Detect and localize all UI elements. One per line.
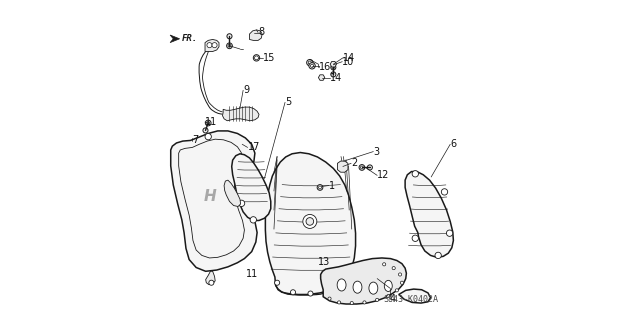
Circle shape [337,301,340,304]
Circle shape [350,301,353,305]
Polygon shape [250,30,262,41]
Circle shape [205,133,211,140]
Polygon shape [205,40,219,51]
Circle shape [332,66,335,69]
Circle shape [303,214,317,228]
Circle shape [307,59,313,66]
Text: 9: 9 [243,85,249,95]
Ellipse shape [337,279,346,291]
Text: 6: 6 [450,139,456,149]
Text: 15: 15 [263,53,275,63]
Circle shape [207,43,212,48]
Text: 13: 13 [319,257,331,267]
Circle shape [387,294,390,298]
Circle shape [309,63,316,69]
Circle shape [325,289,330,294]
Circle shape [331,72,336,77]
Circle shape [401,281,404,284]
Circle shape [291,290,296,295]
Text: 11: 11 [205,117,217,127]
Polygon shape [224,180,241,206]
Circle shape [392,267,396,270]
Circle shape [331,65,336,70]
Text: S843-K0402A: S843-K0402A [383,295,438,304]
Circle shape [399,273,402,276]
Text: 17: 17 [248,142,260,152]
Circle shape [383,263,386,266]
Polygon shape [232,154,271,220]
Ellipse shape [369,282,378,294]
Circle shape [308,61,312,64]
Circle shape [238,200,244,206]
Polygon shape [170,35,180,43]
Circle shape [328,297,331,300]
Circle shape [339,281,344,286]
Circle shape [207,122,210,124]
Polygon shape [330,62,337,67]
Circle shape [442,189,447,195]
Ellipse shape [353,281,362,293]
Circle shape [396,289,399,292]
Circle shape [275,280,280,285]
Text: 1: 1 [329,181,335,190]
Text: H: H [204,189,217,204]
Polygon shape [399,289,431,303]
Circle shape [255,56,259,60]
Text: 16: 16 [319,63,332,72]
Circle shape [209,280,214,285]
Circle shape [447,230,452,236]
Circle shape [363,301,366,304]
Text: 4: 4 [390,293,396,304]
Polygon shape [205,271,215,285]
Circle shape [412,171,419,177]
Circle shape [360,166,364,169]
Circle shape [205,120,211,126]
Text: 14: 14 [330,72,342,83]
Ellipse shape [384,280,392,292]
Circle shape [250,217,257,223]
Circle shape [412,235,419,241]
Text: 5: 5 [285,97,291,107]
Polygon shape [171,131,257,271]
Circle shape [227,34,232,39]
Circle shape [319,186,321,189]
Polygon shape [319,75,324,80]
Circle shape [308,291,313,296]
Text: 8: 8 [258,27,264,37]
Polygon shape [337,161,348,172]
Text: 11: 11 [246,270,259,279]
Circle shape [317,185,323,190]
Circle shape [255,56,258,59]
Circle shape [306,218,314,225]
Polygon shape [266,152,356,294]
Text: FR.: FR. [182,34,198,43]
Text: 2: 2 [351,158,357,168]
Polygon shape [321,258,406,304]
Text: 14: 14 [343,53,355,63]
Circle shape [359,165,365,170]
Polygon shape [223,107,259,121]
Text: 7: 7 [193,136,198,145]
Circle shape [212,43,217,48]
Circle shape [228,44,231,47]
Circle shape [310,64,314,67]
Circle shape [435,252,442,259]
Polygon shape [405,172,453,257]
Circle shape [253,55,260,61]
Circle shape [203,128,208,133]
Circle shape [367,165,372,170]
Text: 3: 3 [373,146,380,157]
Text: 12: 12 [377,170,390,180]
Circle shape [376,298,379,301]
Text: 10: 10 [342,57,355,67]
Circle shape [227,43,232,49]
